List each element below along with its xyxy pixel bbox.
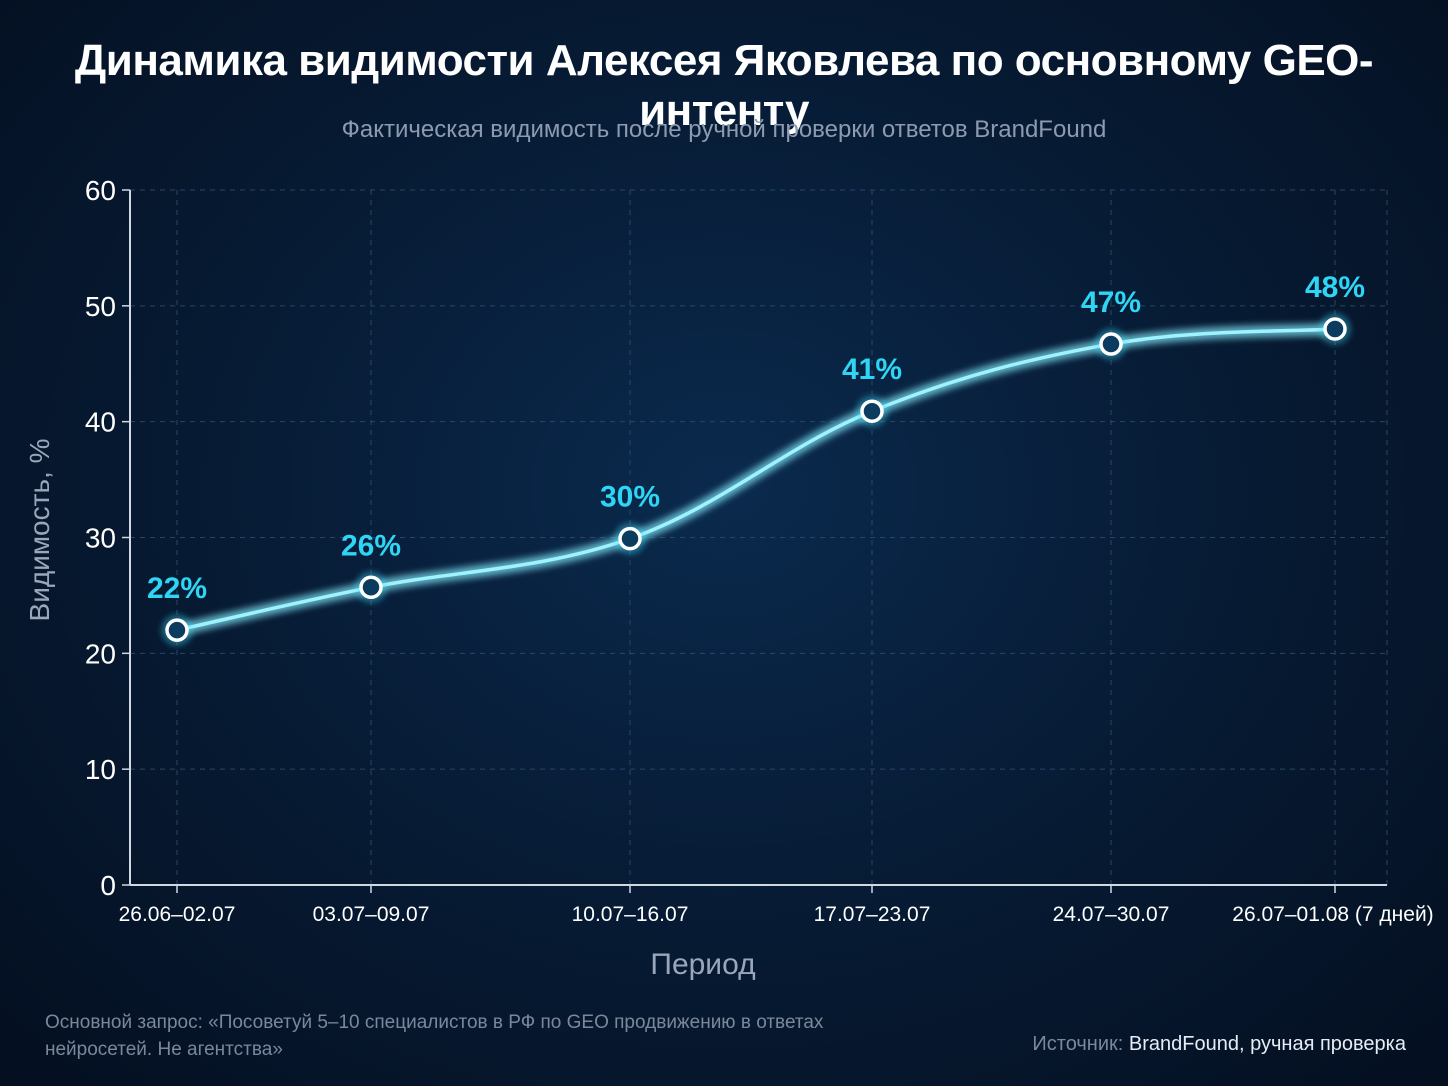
axes xyxy=(122,189,1387,893)
data-point-2 xyxy=(618,526,642,551)
y-tick-label-20: 20 xyxy=(85,638,116,669)
chart-title: Динамика видимости Алексея Яковлева по о… xyxy=(74,36,1374,135)
data-label-4: 47% xyxy=(1081,286,1141,319)
x-tick-label-4: 24.07–30.07 xyxy=(1053,903,1170,926)
y-tick-label-0: 0 xyxy=(100,870,116,901)
grid-lines xyxy=(130,189,1388,885)
data-label-3: 41% xyxy=(842,353,902,386)
chart-subtitle: Фактическая видимость после ручной прове… xyxy=(341,116,1107,143)
data-label-0: 22% xyxy=(147,572,207,605)
series-visibility xyxy=(175,324,1336,636)
data-label-1: 26% xyxy=(341,529,401,562)
y-axis-label: Видимость, % xyxy=(24,439,55,622)
source-label: Источник: xyxy=(1032,1033,1124,1055)
series-line-glow xyxy=(175,324,1336,636)
data-point-3 xyxy=(860,399,884,423)
y-tick-label-40: 40 xyxy=(85,407,116,438)
data-label-5: 48% xyxy=(1305,271,1365,304)
y-tick-label-50: 50 xyxy=(85,291,116,322)
y-tick-label-10: 10 xyxy=(85,754,116,785)
x-tick-label-2: 10.07–16.07 xyxy=(572,903,689,926)
x-tick-labels: 26.06–02.07 03.07–09.07 10.07–16.07 17.07–2… xyxy=(119,903,1434,926)
y-tick-label-30: 30 xyxy=(85,523,116,554)
data-point-1 xyxy=(359,575,383,600)
data-markers xyxy=(161,313,1351,647)
x-tick-label-0: 26.06–02.07 xyxy=(119,903,236,926)
x-tick-label-5: 26.07–01.08 (7 дней) xyxy=(1232,903,1433,926)
y-tick-label-60: 60 xyxy=(85,175,116,206)
query-footnote: Основной запрос: «Посоветуй 5–10 специал… xyxy=(45,1012,824,1060)
source-note: Источник: BrandFound, ручная проверка xyxy=(1032,1033,1406,1056)
line-chart: 0 10 20 30 40 50 60 26.06–02.07 03.07–09.07 10.0… xyxy=(24,175,1434,981)
data-point-4 xyxy=(1099,332,1123,356)
x-axis-label: Период xyxy=(650,948,755,981)
y-tick-labels: 0 10 20 30 40 50 60 xyxy=(85,175,116,901)
x-tick-label-1: 03.07–09.07 xyxy=(313,903,430,926)
x-tick-label-3: 17.07–23.07 xyxy=(814,903,931,926)
data-point-5 xyxy=(1323,317,1347,341)
data-point-0 xyxy=(165,618,189,642)
data-labels: 22% 26% 30% 41% 47% 48% xyxy=(147,271,1365,605)
data-label-2: 30% xyxy=(600,481,660,514)
source-value: BrandFound, ручная проверка xyxy=(1128,1033,1406,1055)
